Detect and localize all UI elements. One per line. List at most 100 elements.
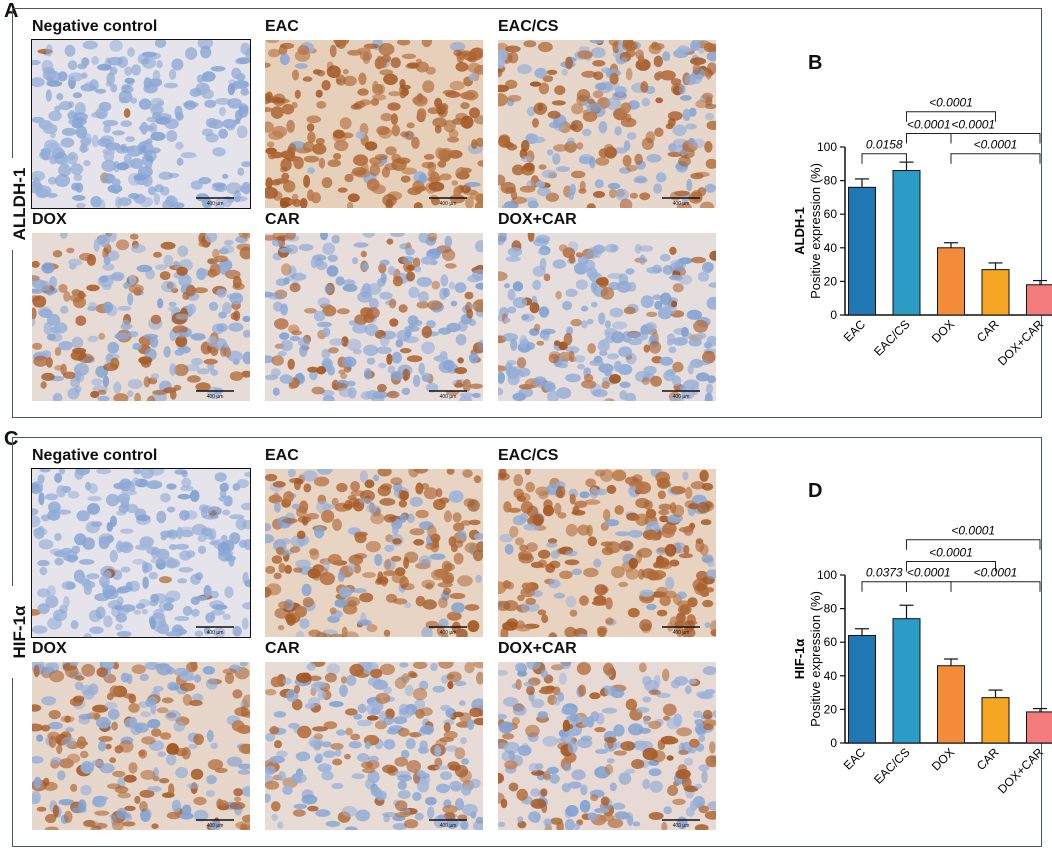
y-tick-label: 0 xyxy=(830,736,837,750)
comparison-bracket-0 xyxy=(861,153,907,164)
micrograph-title-c-3: DOX xyxy=(32,640,67,657)
scale-bar-label: 400 µm xyxy=(673,823,690,829)
micrograph-title-c-1: EAC xyxy=(265,447,299,464)
micrograph-c-0: 400 µm xyxy=(31,468,251,638)
y-tick-label: 20 xyxy=(824,274,838,288)
p-value-label-1: <0.0001 xyxy=(907,118,951,132)
micrograph-title-a-3: DOX xyxy=(32,211,67,228)
micrograph-a-2: 400 µm xyxy=(498,40,716,208)
comparison-bracket-0 xyxy=(861,581,907,592)
micrograph-title-c-4: CAR xyxy=(265,640,300,657)
bar-4 xyxy=(1026,284,1052,316)
x-tick-label-4: DOX+CAR xyxy=(995,317,1046,368)
y-tick-label: 60 xyxy=(824,207,838,221)
micrograph-c-1: 400 µm xyxy=(265,469,483,637)
scale-bar-label: 400 µm xyxy=(440,201,457,207)
comparison-bracket-2 xyxy=(906,581,952,592)
y-tick-label: 60 xyxy=(824,635,838,649)
micrograph-title-a-4: CAR xyxy=(265,211,300,228)
x-tick-label-3: CAR xyxy=(974,745,1002,773)
y-tick-label: 80 xyxy=(824,174,838,188)
bar-2 xyxy=(937,247,965,316)
micrograph-a-4: 400 µm xyxy=(265,233,483,401)
y-tick-label: 20 xyxy=(824,702,838,716)
micrograph-title-c-0: Negative control xyxy=(32,447,158,464)
comparison-bracket-1 xyxy=(906,561,996,572)
panel-letter-d: D xyxy=(808,480,823,502)
y-tick-label: 40 xyxy=(824,241,838,255)
x-tick-label-4: DOX+CAR xyxy=(995,745,1046,796)
comparison-bracket-2 xyxy=(950,153,1041,164)
x-tick-label-1: EAC/CS xyxy=(871,317,912,358)
panel-letter-c: C xyxy=(4,428,19,450)
panel-letter-a: A xyxy=(4,0,19,22)
scale-bar-label: 400 µm xyxy=(673,394,690,400)
bar-0 xyxy=(848,186,876,316)
y-tick-label: 100 xyxy=(817,568,837,582)
marker-label-aldh1: ALLDH-1 xyxy=(10,158,30,250)
scale-bar-label: 400 µm xyxy=(673,630,690,636)
scale-bar-label: 400 µm xyxy=(673,201,690,207)
micrograph-title-a-2: EAC/CS xyxy=(498,18,559,35)
x-tick-label-0: EAC xyxy=(841,745,869,773)
micrograph-a-0: 400 µm xyxy=(31,39,251,209)
micrograph-a-3: 400 µm xyxy=(32,233,250,401)
bar-chart-hif1a: 0 20 40 60 80 100 HIF-1α Positive expression (%… xyxy=(792,524,1052,796)
micrograph-title-a-1: EAC xyxy=(265,18,299,35)
y-axis-subtitle: Positive expression (%) xyxy=(808,591,823,727)
p-value-label-2: <0.0001 xyxy=(907,566,951,580)
p-value-label-0: 0.0373 xyxy=(866,566,903,580)
micrograph-c-4: 400 µm xyxy=(265,662,483,830)
panel-letter-b: B xyxy=(808,52,823,74)
p-value-label-4: <0.0001 xyxy=(929,96,973,110)
y-axis-title: ALDH-1 xyxy=(792,207,807,255)
micrograph-title-c-2: EAC/CS xyxy=(498,447,559,464)
x-tick-label-2: DOX xyxy=(929,745,957,773)
p-value-label-4: <0.0001 xyxy=(951,524,995,538)
scale-bar-label: 400 µm xyxy=(440,823,457,829)
micrograph-a-1: 400 µm xyxy=(265,40,483,208)
comparison-bracket-3 xyxy=(950,581,1041,592)
micrograph-a-5: 400 µm xyxy=(498,233,716,401)
scale-bar-label: 400 µm xyxy=(440,630,457,636)
x-tick-label-3: CAR xyxy=(974,317,1002,345)
scale-bar-label: 400 µm xyxy=(207,394,224,400)
scale-bar-label: 400 µm xyxy=(207,201,224,207)
bar-0 xyxy=(848,634,876,744)
x-tick-label-0: EAC xyxy=(841,317,869,345)
bar-3 xyxy=(981,269,1010,316)
micrograph-title-a-0: Negative control xyxy=(32,18,158,35)
y-tick-label: 100 xyxy=(817,140,837,154)
y-tick-label: 80 xyxy=(824,602,838,616)
comparison-bracket-1 xyxy=(906,133,952,144)
bar-2 xyxy=(937,665,965,744)
scale-bar-label: 400 µm xyxy=(207,630,224,636)
p-value-label-0: 0.0158 xyxy=(866,138,903,152)
p-value-label-3: <0.0001 xyxy=(951,118,995,132)
p-value-label-1: <0.0001 xyxy=(929,546,973,560)
micrograph-c-3: 400 µm xyxy=(32,662,250,830)
micrograph-c-5: 400 µm xyxy=(498,662,716,830)
y-tick-label: 0 xyxy=(830,308,837,322)
y-axis-title: HIF-1α xyxy=(792,639,807,680)
p-value-label-3: <0.0001 xyxy=(974,566,1018,580)
bar-4 xyxy=(1026,711,1052,744)
bar-1 xyxy=(892,170,921,316)
bar-chart-aldh1: 0 20 40 60 80 100 ALDH-1 Positive expression (%… xyxy=(792,96,1052,368)
y-tick-label: 40 xyxy=(824,669,838,683)
x-tick-label-1: EAC/CS xyxy=(871,745,912,786)
scale-bar-label: 400 µm xyxy=(207,823,224,829)
p-value-label-2: <0.0001 xyxy=(974,138,1018,152)
comparison-bracket-4 xyxy=(906,539,1041,550)
y-axis-subtitle: Positive expression (%) xyxy=(808,163,823,299)
bar-3 xyxy=(981,697,1010,744)
marker-label-hif1a: HIF-1α xyxy=(10,586,30,678)
micrograph-title-c-5: DOX+CAR xyxy=(498,640,577,657)
micrograph-c-2: 400 µm xyxy=(498,469,716,637)
scale-bar-label: 400 µm xyxy=(440,394,457,400)
bar-1 xyxy=(892,618,921,744)
comparison-bracket-4 xyxy=(906,111,996,122)
micrograph-title-a-5: DOX+CAR xyxy=(498,211,577,228)
x-tick-label-2: DOX xyxy=(929,317,957,345)
comparison-bracket-3 xyxy=(906,133,1041,144)
